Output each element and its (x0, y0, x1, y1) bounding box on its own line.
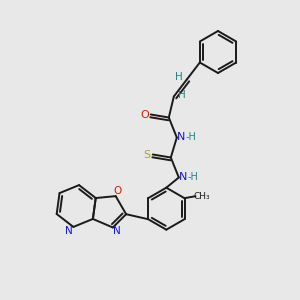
Text: H: H (178, 89, 186, 100)
Text: N: N (65, 226, 73, 236)
Text: H: H (175, 71, 183, 82)
Text: O: O (114, 186, 122, 196)
Text: S: S (143, 149, 150, 160)
Text: N: N (177, 133, 185, 142)
Text: N: N (113, 226, 121, 236)
Text: O: O (140, 110, 149, 119)
Text: -H: -H (188, 172, 199, 182)
Text: N: N (179, 172, 187, 182)
Text: -H: -H (186, 133, 197, 142)
Text: CH₃: CH₃ (193, 192, 210, 201)
